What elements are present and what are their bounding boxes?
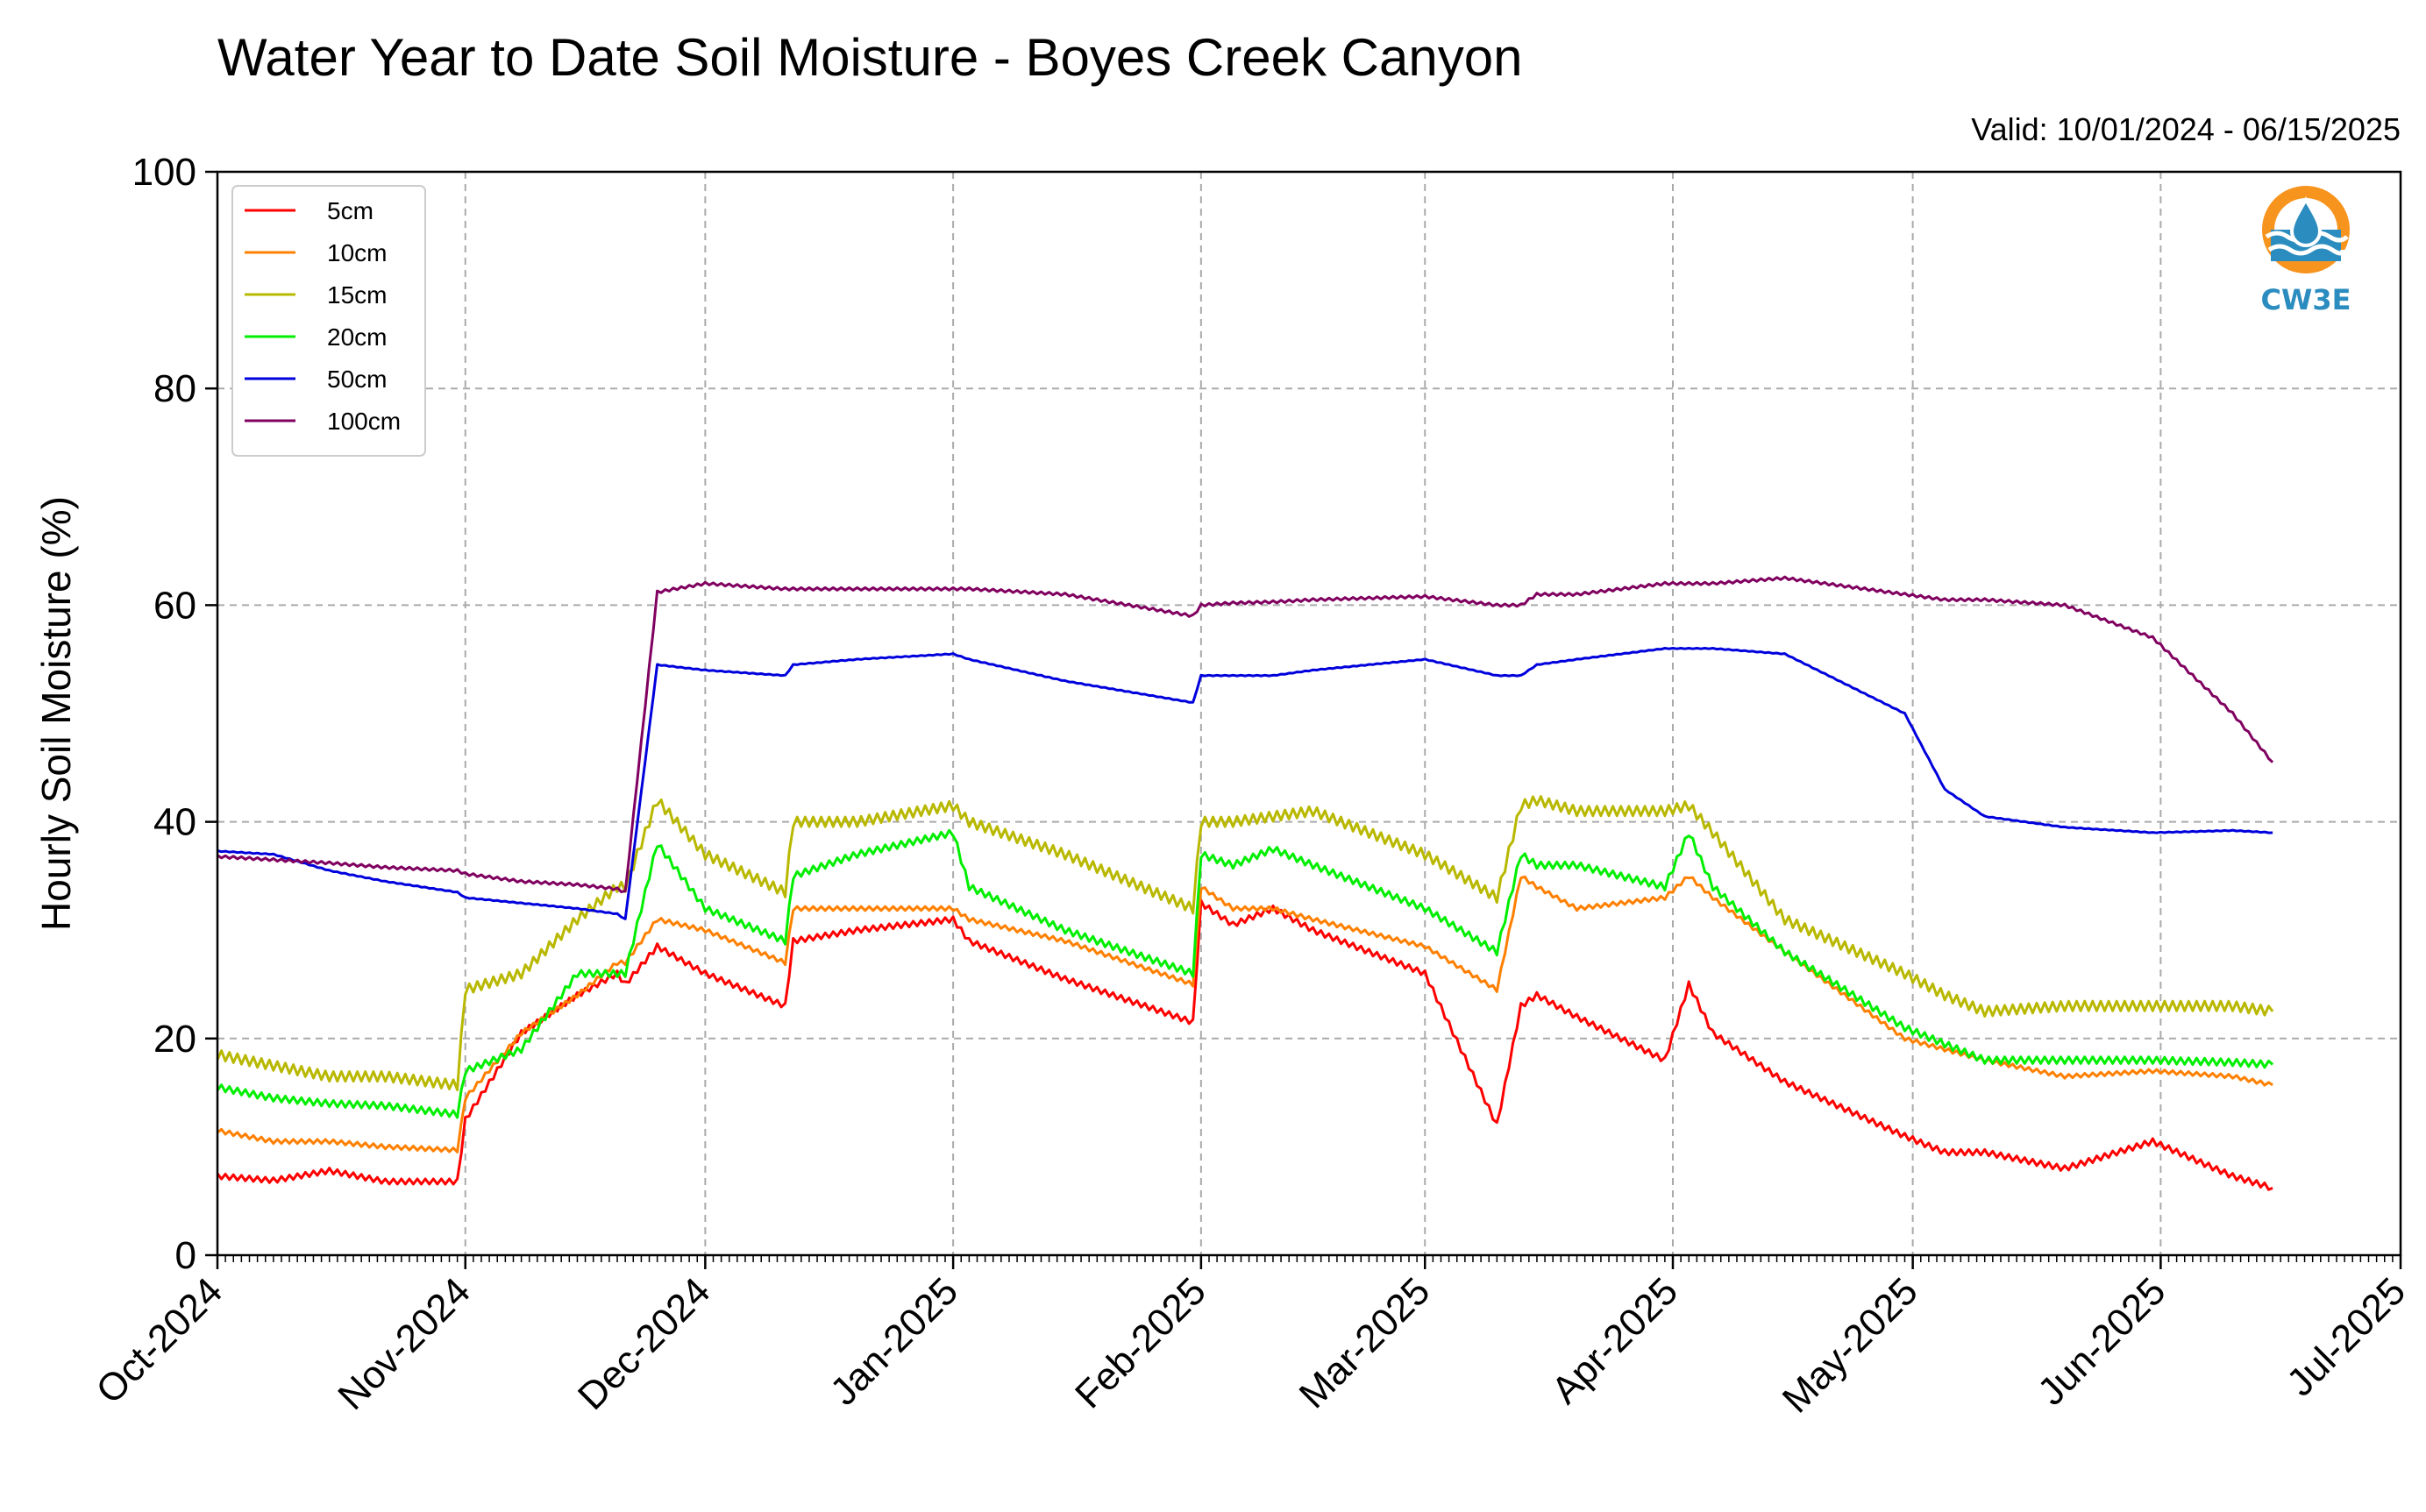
y-axis: 0 20 40 60 80 100	[132, 151, 217, 1277]
x-tick-label: Jul-2025	[2279, 1269, 2414, 1404]
x-tick-label: Jun-2025	[2030, 1269, 2173, 1413]
legend-label: 10cm	[327, 239, 387, 266]
x-tick-label: Mar-2025	[1291, 1269, 1439, 1416]
y-tick-label: 60	[153, 584, 196, 627]
chart-title: Water Year to Date Soil Moisture - Boyes…	[217, 28, 1522, 87]
series-line-100cm	[217, 575, 2274, 893]
series-layer	[216, 575, 2274, 1191]
x-tick-label: Apr-2025	[1543, 1269, 1686, 1412]
legend-label: 100cm	[327, 408, 401, 435]
series-line-5cm	[216, 898, 2273, 1191]
logo-wave-icon-2	[2267, 244, 2345, 256]
y-tick-label: 80	[153, 367, 196, 410]
y-tick-label: 0	[175, 1234, 196, 1277]
series-line-10cm	[217, 875, 2273, 1154]
legend: 5cm 10cm 15cm 20cm 50cm 100cm	[231, 185, 426, 457]
x-tick-label: Dec-2024	[570, 1269, 719, 1418]
series-line-50cm	[217, 647, 2273, 920]
x-tick-label: Oct-2024	[88, 1269, 231, 1412]
y-tick-label: 40	[153, 801, 196, 844]
series-line-15cm	[216, 795, 2274, 1091]
x-tick-label: Nov-2024	[330, 1269, 479, 1418]
grid	[217, 172, 2401, 1255]
logo-text: CW3E	[2261, 283, 2351, 316]
plot-frame	[216, 170, 2402, 1257]
y-tick-label: 20	[153, 1018, 196, 1061]
legend-label: 50cm	[327, 366, 387, 393]
legend-label: 15cm	[327, 281, 387, 309]
legend-label: 5cm	[327, 197, 374, 224]
x-tick-label: Jan-2025	[822, 1269, 966, 1413]
chart-subtitle: Valid: 10/01/2024 - 06/15/2025	[1971, 111, 2401, 147]
x-tick-label: May-2025	[1775, 1269, 1926, 1421]
logo-drop-icon	[2289, 196, 2323, 247]
cw3e-logo: CW3E	[2261, 186, 2351, 316]
y-axis-label: Hourly Soil Moisture (%)	[33, 496, 79, 931]
x-tick-label: Feb-2025	[1067, 1269, 1214, 1416]
legend-label: 20cm	[327, 323, 387, 351]
series-line-20cm	[216, 828, 2274, 1119]
y-tick-label: 100	[132, 151, 196, 194]
x-axis: Oct-2024 Nov-2024 Dec-2024 Jan-2025 Feb-2025…	[88, 1255, 2414, 1421]
